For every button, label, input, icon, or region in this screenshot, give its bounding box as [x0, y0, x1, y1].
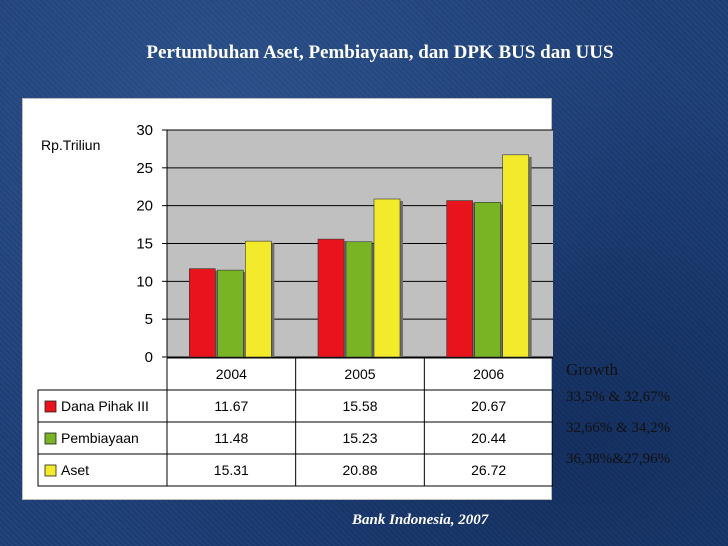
y-tick-label: 25 — [136, 160, 153, 177]
legend-label: Aset — [61, 462, 89, 478]
growth-line: 36,38%&27,96% — [566, 451, 671, 467]
bar — [373, 198, 401, 358]
legend-swatch — [44, 432, 57, 445]
x-tick-label: 2005 — [344, 366, 375, 382]
bar — [502, 154, 529, 358]
legend-swatch — [44, 464, 57, 477]
y-tick-label: 30 — [136, 122, 153, 139]
data-label: 26.72 — [471, 462, 506, 478]
legend-label: Pembiayaan — [61, 430, 139, 446]
data-label: 11.48 — [214, 430, 248, 446]
legend-swatch — [44, 400, 57, 413]
data-label: 11.67 — [214, 398, 248, 414]
y-axis-label: Rp.Triliun — [41, 137, 100, 153]
x-tick-label: 2006 — [473, 366, 504, 382]
y-tick-label: 5 — [145, 311, 153, 328]
source-note: Bank Indonesia, 2007 — [352, 512, 489, 528]
data-label: 20.67 — [471, 398, 506, 414]
bar-chart: Rp.Triliun 0 5 10 15 20 25 30 2004 2005 2006 Dana … — [37, 122, 553, 487]
bar — [345, 241, 373, 358]
bar — [446, 200, 473, 358]
legend-label: Dana Pihak III — [61, 398, 149, 414]
data-label: 20.88 — [342, 462, 377, 478]
y-tick-label: 20 — [136, 198, 153, 215]
growth-line: 32,66% & 34,2% — [566, 420, 671, 436]
bar — [474, 202, 501, 358]
bar — [189, 268, 216, 358]
growth-line: 33,5% & 32,67% — [566, 389, 671, 405]
y-tick-label: 0 — [145, 349, 153, 366]
data-label: 15.31 — [214, 462, 249, 478]
bar — [217, 269, 244, 358]
bar — [245, 240, 272, 358]
growth-block: Growth 33,5% & 32,67% 32,66% & 34,2% 36,… — [566, 360, 670, 483]
y-tick-label: 10 — [136, 273, 153, 290]
x-tick-label: 2004 — [216, 366, 247, 382]
bar — [317, 238, 345, 358]
y-tick-label: 15 — [136, 236, 153, 253]
growth-title: Growth — [566, 360, 618, 379]
data-label: 15.58 — [342, 398, 377, 414]
slide-title: Pertumbuhan Aset, Pembiayaan, dan DPK BU… — [146, 42, 614, 63]
chart-panel: Rp.Triliun 0 5 10 15 20 25 30 2004 2005 2006 Dana … — [22, 98, 553, 500]
data-label: 20.44 — [471, 430, 506, 446]
data-label: 15.23 — [342, 430, 377, 446]
